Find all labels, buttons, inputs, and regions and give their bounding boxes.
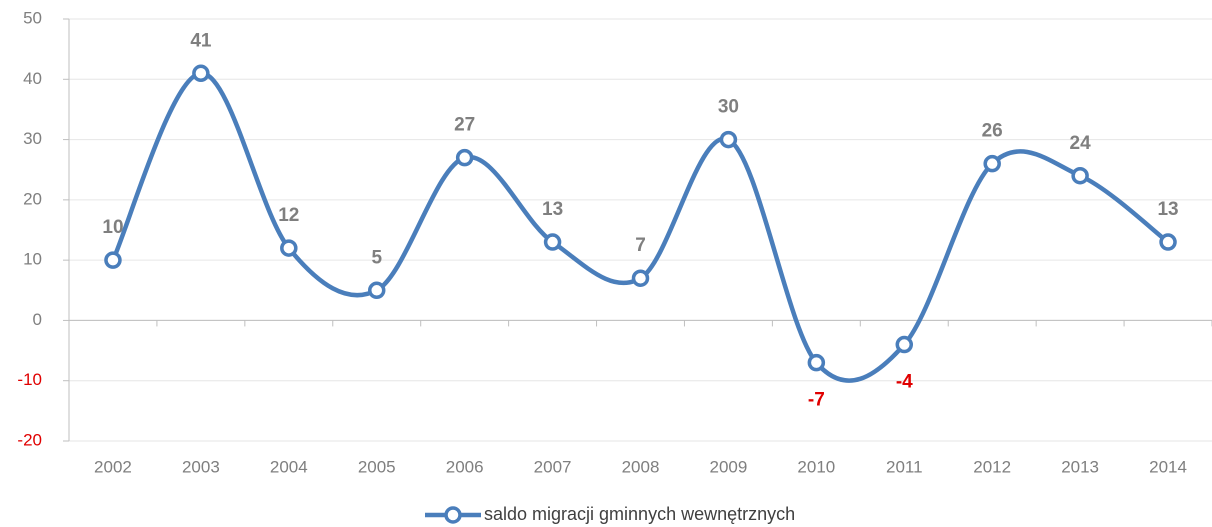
y-tick-label: -20 (17, 430, 42, 449)
data-label: 7 (635, 235, 646, 256)
y-tick-label: 0 (33, 310, 42, 329)
x-tick-label: 2010 (797, 457, 835, 476)
legend-label: saldo migracji gminnych wewnętrznych (484, 504, 795, 524)
data-point (543, 233, 562, 251)
data-label: 5 (371, 247, 382, 268)
y-tick-label: 50 (23, 8, 42, 27)
data-label: 13 (542, 199, 563, 220)
data-point (631, 269, 650, 287)
x-tick-label: 2002 (94, 457, 132, 476)
x-tick-label: 2006 (446, 457, 484, 476)
x-tick-label: 2007 (534, 457, 572, 476)
data-label: -4 (896, 372, 913, 393)
y-tick-label: 40 (23, 69, 42, 88)
y-tick-label: 30 (23, 129, 42, 148)
data-point (367, 281, 386, 300)
x-tick-label: 2004 (270, 457, 308, 476)
legend-marker (444, 506, 462, 524)
x-tick-label: 2009 (710, 457, 748, 476)
x-tick-label: 2008 (622, 457, 660, 476)
x-tick-label: 2011 (886, 457, 923, 476)
data-point (807, 353, 826, 372)
data-label: 41 (190, 30, 212, 51)
data-label: -7 (808, 390, 825, 411)
data-point (192, 64, 210, 83)
x-tick-label: 2012 (973, 457, 1011, 476)
x-tick-label: 2013 (1061, 457, 1099, 476)
data-point (1071, 166, 1089, 185)
data-point (1159, 233, 1177, 251)
data-label: 30 (718, 97, 739, 118)
data-label: 10 (102, 217, 123, 238)
data-label: 13 (1157, 199, 1178, 220)
data-point (719, 130, 738, 149)
data-label: 27 (454, 115, 475, 136)
data-label: 26 (982, 121, 1003, 142)
data-label: 12 (278, 205, 299, 226)
series-line (110, 71, 1171, 383)
x-tick-label: 2014 (1149, 457, 1187, 476)
data-point (895, 335, 914, 354)
y-tick-label: 10 (23, 250, 42, 269)
y-tick-label: 20 (23, 189, 42, 208)
data-point (104, 251, 122, 269)
y-tick-label: -10 (17, 370, 42, 389)
x-tick-label: 2003 (182, 457, 220, 476)
data-label: 24 (1070, 133, 1092, 154)
data-point (983, 154, 1001, 173)
x-tick-label: 2005 (358, 457, 396, 476)
data-point (455, 148, 474, 167)
data-point (280, 239, 298, 257)
